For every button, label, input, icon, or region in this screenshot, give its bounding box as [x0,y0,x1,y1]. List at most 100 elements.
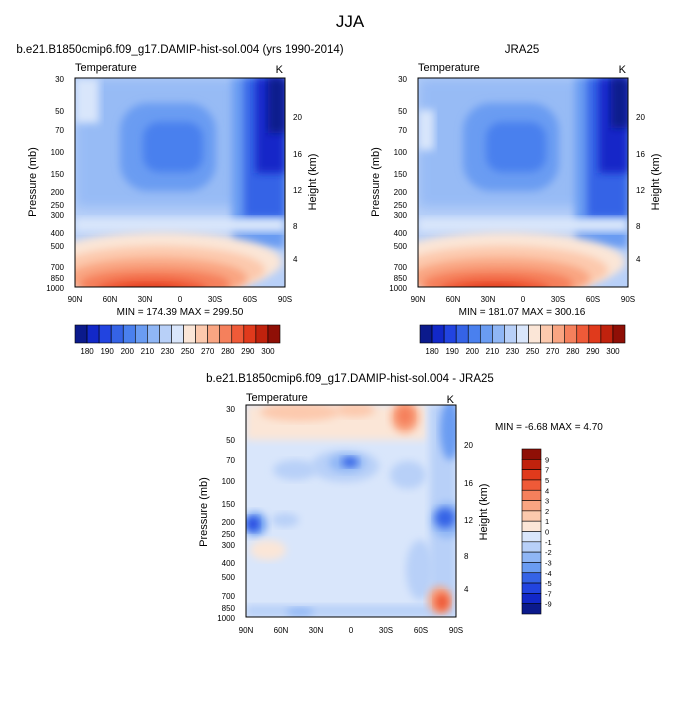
colorbar-swatch [195,324,208,344]
y-axis-label: Pressure (mb) [27,147,39,217]
min-max-label: MIN = 181.07 MAX = 300.16 [459,307,586,318]
plot-frame [74,77,286,288]
colorbar-tick-label: 210 [141,347,155,356]
colorbar-tick-label: 200 [466,347,480,356]
colorbar-swatch [479,324,493,344]
colorbar-swatch [521,562,542,574]
height-tick-label: 8 [464,552,469,561]
panel-unit-label: K [619,64,627,76]
colorbar-abs: 180 190 200 210 230 250 270 280 290 300 [419,324,626,356]
colorbar-swatch [521,582,542,594]
y-tick-label: 300 [51,211,65,220]
y-tick-label: 1000 [389,284,407,293]
colorbar-swatch [521,500,542,512]
colorbar-tick-label: 3 [545,497,549,506]
colorbar-swatch [231,324,245,344]
panel-unit-label: K [447,394,455,406]
colorbar-tick-label: 270 [201,347,215,356]
panel-unit-label: K [276,64,284,76]
height-tick-label: 8 [293,222,298,231]
colorbar-swatch [431,324,445,344]
colorbar-tick-label: -1 [545,538,552,547]
colorbar-swatch [207,324,221,344]
panel-reanalysis: JRA25 Temperature K 90N 60N 30N [370,44,662,356]
y-tick-label: 500 [394,242,408,251]
height-axis-label: Height (km) [307,154,319,211]
colorbar-swatch [171,324,184,344]
colorbar-tick-label: 200 [121,347,135,356]
height-tick-label: 12 [636,186,645,195]
x-tick-label: 30N [309,626,324,635]
x-tick-label: 60S [243,295,257,304]
y-tick-label: 50 [55,107,64,116]
x-tick-label: 60S [414,626,428,635]
colorbar-swatch [86,324,100,344]
colorbar-swatch [521,541,542,553]
y-tick-label: 30 [226,405,235,414]
y-tick-label: 500 [51,242,65,251]
x-tick-label: 0 [178,295,183,304]
height-tick-label: 4 [464,585,469,594]
colorbar-swatch [98,324,112,344]
y-tick-label: 1000 [46,284,64,293]
colorbar-swatch [521,459,542,470]
colorbar-swatch [74,324,88,344]
colorbar-swatch [521,520,542,532]
y-tick-label: 400 [394,229,408,238]
colorbar-tick-label: 180 [425,347,439,356]
y-tick-label: 70 [55,126,64,135]
height-tick-label: 4 [293,255,298,264]
colorbar-tick-label: 230 [506,347,520,356]
y-tick-label: 250 [394,201,408,210]
colorbar-tick-label: 7 [545,466,549,475]
colorbar-tick-label: 180 [80,347,94,356]
panel-title: b.e21.B1850cmip6.f09_g17.DAMIP-hist-sol.… [206,373,494,385]
colorbar-tick-label: 190 [100,347,114,356]
x-tick-label: 30N [138,295,153,304]
colorbar-swatch [492,324,505,344]
colorbar-tick-label: 9 [545,455,549,464]
colorbar-swatch [159,324,172,344]
height-tick-label: 20 [293,113,302,122]
colorbar-swatch [521,479,542,491]
plot-frame [417,77,629,288]
colorbar-tick-label: -3 [545,558,552,567]
height-tick-label: 16 [464,479,473,488]
x-tick-label: 90S [278,295,292,304]
panel-left-title: Temperature [418,62,480,74]
colorbar-tick-label: 280 [566,347,580,356]
colorbar-swatch [564,324,578,344]
y-tick-label: 400 [222,559,236,568]
colorbar-swatch [122,324,136,344]
colorbar-swatch [521,531,542,543]
y-tick-label: 850 [394,274,408,283]
y-axis-label: Pressure (mb) [370,147,382,217]
min-max-label: MIN = 174.39 MAX = 299.50 [117,307,244,318]
panel-title: JRA25 [505,44,540,56]
y-tick-label: 100 [222,477,236,486]
x-tick-label: 30S [208,295,222,304]
colorbar-tick-label: 210 [486,347,500,356]
y-tick-label: 30 [398,75,407,84]
y-tick-label: 100 [51,148,65,157]
x-tick-label: 30S [551,295,565,304]
height-tick-label: 4 [636,255,641,264]
colorbar-tick-label: 4 [545,486,549,495]
y-tick-label: 70 [398,126,407,135]
plot-frame [245,404,457,618]
y-tick-label: 100 [394,148,408,157]
colorbar-swatch [419,324,433,344]
colorbar-tick-label: 190 [445,347,459,356]
colorbar-tick-label: 300 [606,347,620,356]
min-max-label: MIN = -6.68 MAX = 4.70 [495,422,603,433]
colorbar-swatch [588,324,602,344]
x-tick-label: 90S [621,295,635,304]
colorbar-tick-label: -5 [545,579,552,588]
colorbar-swatch [183,324,196,344]
y-tick-label: 1000 [217,614,235,623]
temperature-field [75,78,285,287]
colorbar-swatch [521,448,542,460]
temperature-field [418,78,628,287]
x-tick-label: 90N [68,295,83,304]
colorbar-swatch [612,324,626,344]
